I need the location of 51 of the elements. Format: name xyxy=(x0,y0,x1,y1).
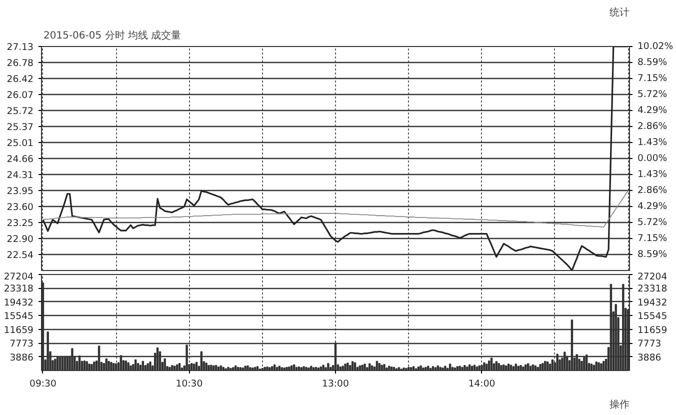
line-series xyxy=(42,190,628,228)
y-tick-label: 23.95 xyxy=(6,186,34,198)
y2-tick-label: 7.15% xyxy=(638,232,668,244)
y2-tick-label: 10.02% xyxy=(638,41,674,52)
y-tick-label: 26.78 xyxy=(6,58,34,69)
y2-tick-label: 0.00% xyxy=(638,153,668,164)
y-tick-label: 19432 xyxy=(4,297,34,308)
y2-tick-label: 8.59% xyxy=(638,56,668,68)
y2-tick-label: 8.59% xyxy=(638,249,668,260)
x-tick-label: 14:00 xyxy=(468,378,496,390)
y-tick-label: 24.31 xyxy=(6,170,34,181)
y2-tick-label: 5.72% xyxy=(638,89,668,100)
y-tick-label: 7773 xyxy=(10,338,34,350)
line-series xyxy=(42,46,629,270)
y-tick-label: 22.54 xyxy=(6,250,34,262)
y2-tick-label: 4.29% xyxy=(638,105,668,116)
y2-tick-label: 4.29% xyxy=(638,200,668,212)
y-tick-label: 26.07 xyxy=(6,90,34,102)
text: 统计 xyxy=(610,6,630,18)
y2-tick-label: 19432 xyxy=(638,297,668,308)
y-tick-label: 24.66 xyxy=(6,154,34,165)
x-tick-label: 09:30 xyxy=(30,378,56,390)
y-tick-label: 23.60 xyxy=(6,202,34,214)
text: 操作 xyxy=(610,398,630,410)
y-tick-label: 23.25 xyxy=(6,218,34,229)
y-tick-label: 15545 xyxy=(4,311,34,322)
y-tick-label: 3886 xyxy=(10,352,34,364)
y-tick-label: 27204 xyxy=(4,272,34,282)
y-tick-label: 11659 xyxy=(4,324,34,336)
chart-title: 2015-06-05 分时 均线 成交量 xyxy=(44,30,182,42)
y2-tick-label: 1.43% xyxy=(638,137,668,148)
y2-tick-label: 3886 xyxy=(638,352,662,364)
x-tick-label: 13:00 xyxy=(322,378,350,390)
y-tick-label: 25.37 xyxy=(6,122,34,133)
y2-tick-label: 2.86% xyxy=(638,184,668,196)
y-tick-label: 23318 xyxy=(4,284,34,295)
y2-tick-label: 1.43% xyxy=(638,168,668,180)
y2-tick-label: 7.15% xyxy=(638,73,668,84)
y-tick-label: 26.42 xyxy=(6,74,34,86)
y-tick-label: 25.72 xyxy=(6,106,34,117)
y2-tick-label: 7773 xyxy=(638,338,662,350)
y-tick-label: 22.90 xyxy=(6,234,34,245)
y2-tick-label: 15545 xyxy=(638,311,668,322)
y2-tick-label: 2.86% xyxy=(638,121,668,132)
y2-tick-label: 23318 xyxy=(638,284,668,295)
y2-tick-label: 5.72% xyxy=(638,216,668,228)
y2-tick-label: 11659 xyxy=(638,324,668,336)
y2-tick-label: 27204 xyxy=(638,272,668,282)
y-tick-label: 25.01 xyxy=(6,138,34,150)
x-tick-label: 10:30 xyxy=(176,378,203,390)
y-tick-label: 27.13 xyxy=(6,42,34,53)
